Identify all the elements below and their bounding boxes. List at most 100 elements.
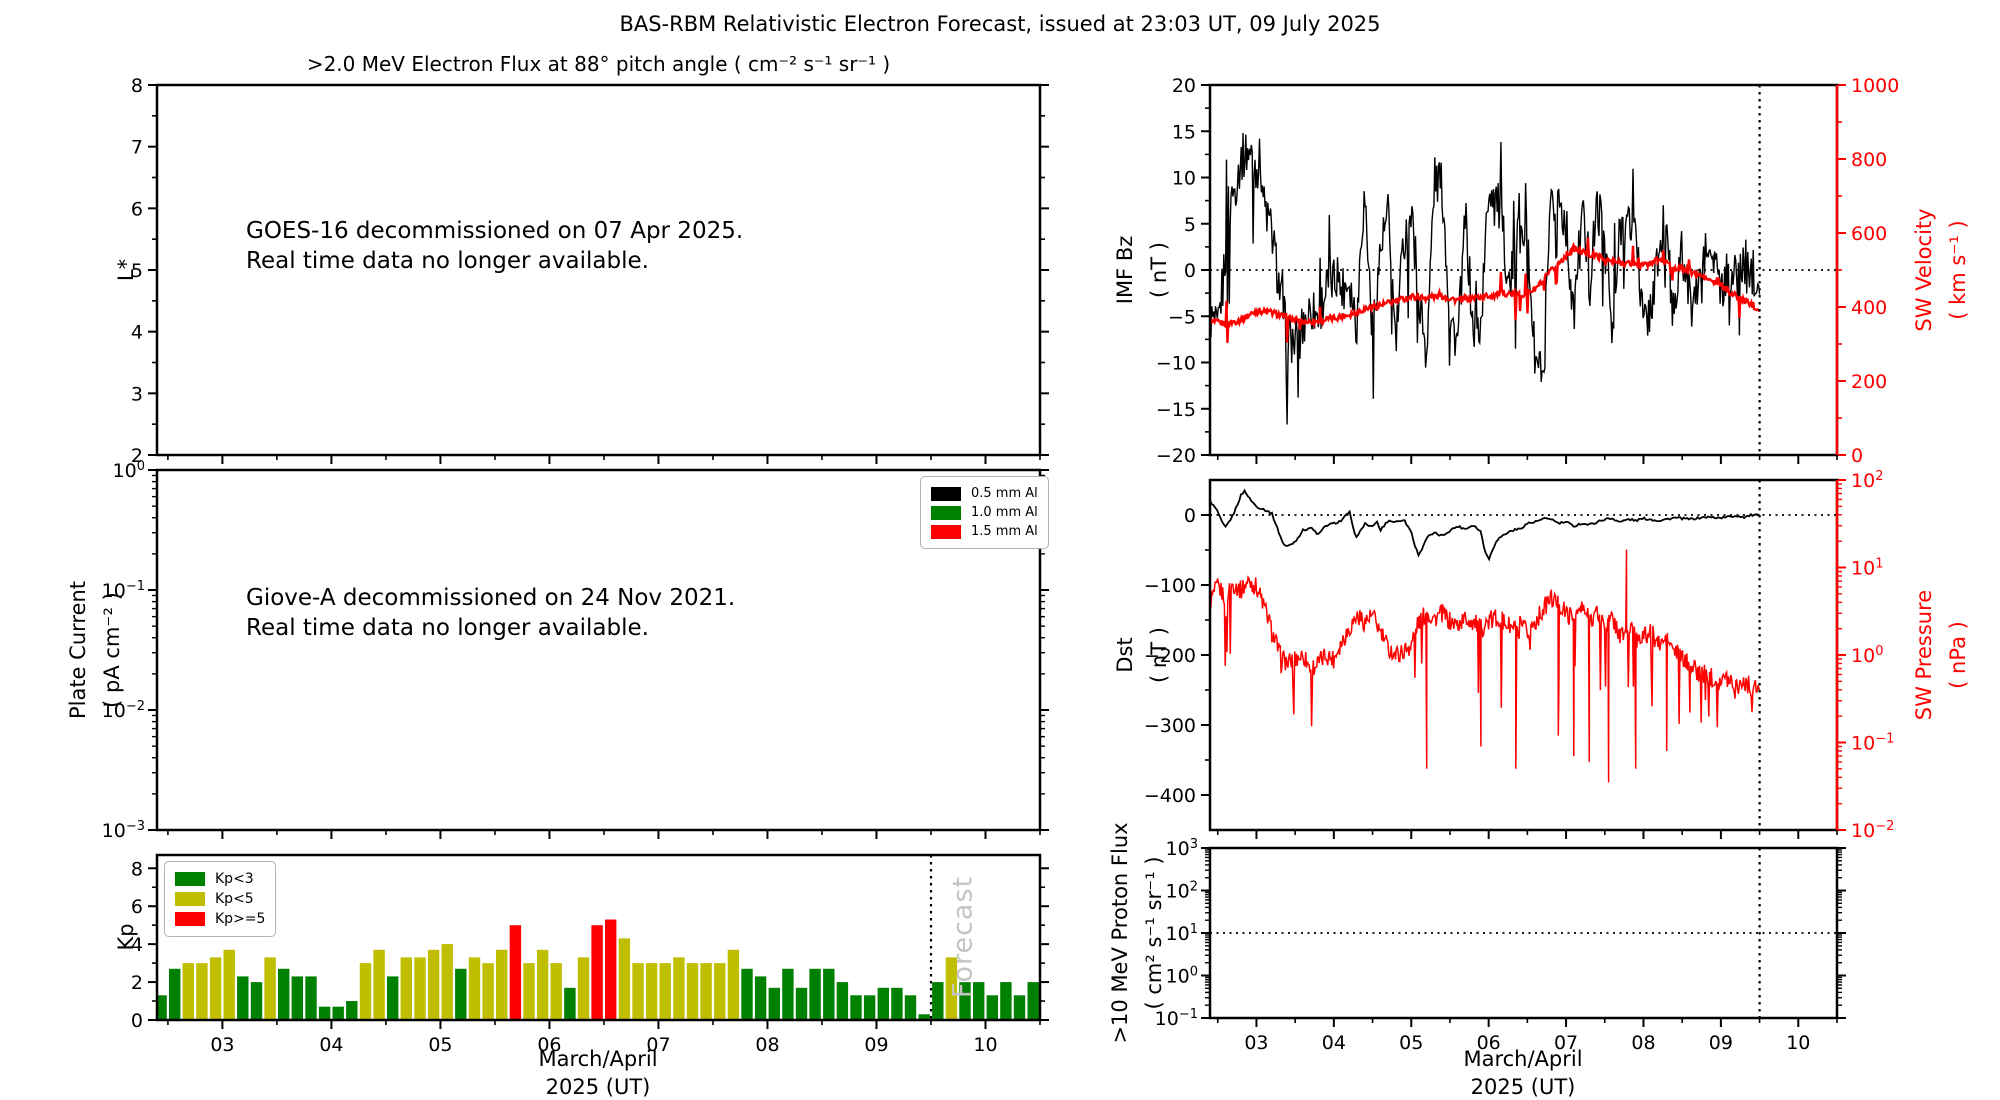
goes16-annotation-line2: Real time data no longer available. [246, 248, 649, 275]
plate-current-axis-units: ( pA cm⁻² ) [100, 592, 124, 708]
sw-velocity-axis-units: ( km s⁻¹ ) [1946, 220, 1970, 320]
svg-text:600: 600 [1851, 223, 1887, 245]
green-swatch [175, 872, 205, 886]
svg-text:4: 4 [131, 934, 143, 956]
svg-text:−400: −400 [1144, 785, 1196, 807]
forecast-watermark: Forecast [947, 875, 979, 999]
red-swatch [931, 524, 961, 539]
dst-panel: 0 −100 −200 −300 −400 10−2 10−1 100 101 102 [1144, 469, 1895, 842]
svg-text:10: 10 [973, 1034, 997, 1056]
svg-text:04: 04 [1322, 1032, 1346, 1054]
legend-item-kp-mid: Kp<5 [175, 891, 265, 907]
kp-xaxis-label-line2: 2025 (UT) [545, 1075, 651, 1099]
svg-text:1000: 1000 [1851, 75, 1899, 97]
svg-text:10−1: 10−1 [1155, 1007, 1198, 1030]
plate-current-axis-label: Plate Current [66, 580, 90, 720]
svg-text:6: 6 [131, 896, 143, 918]
kp-legend: Kp<3 Kp<5 Kp>=5 [164, 861, 277, 937]
goes16-annotation-line1: GOES-16 decommissioned on 07 Apr 2025. [246, 218, 744, 244]
legend-item-10mm: 1.0 mm Al [931, 505, 1038, 520]
svg-text:08: 08 [755, 1034, 779, 1056]
svg-text:3: 3 [131, 383, 143, 405]
kp-axis-label: Kp [114, 923, 138, 951]
svg-text:103: 103 [1166, 837, 1198, 860]
legend-item-kp-high: Kp>=5 [175, 911, 265, 927]
legend-label-kp-high: Kp>=5 [215, 911, 266, 927]
svg-text:2: 2 [131, 972, 143, 994]
svg-text:100: 100 [1166, 965, 1198, 988]
figure-title: BAS-RBM Relativistic Electron Forecast, … [619, 12, 1381, 36]
black-swatch [931, 486, 961, 501]
svg-text:102: 102 [1166, 880, 1198, 903]
svg-text:−200: −200 [1144, 645, 1196, 667]
proton-flux-axis-label: >10 MeV Proton Flux [1108, 822, 1132, 1044]
svg-text:09: 09 [1709, 1032, 1733, 1054]
svg-text:−100: −100 [1144, 575, 1196, 597]
proton-xaxis-label-line1: March/April [1463, 1047, 1583, 1071]
giovea-annotation: Giove-A decommissioned on 24 Nov 2021. R… [246, 583, 735, 644]
svg-text:09: 09 [864, 1034, 888, 1056]
shielding-legend: 0.5 mm Al 1.0 mm Al 1.5 mm Al [920, 476, 1049, 549]
svg-text:10−2: 10−2 [1851, 819, 1894, 842]
svg-text:5: 5 [131, 260, 143, 282]
green-swatch [931, 505, 961, 520]
svg-text:06: 06 [537, 1034, 561, 1056]
svg-text:101: 101 [1166, 922, 1198, 945]
svg-text:4: 4 [131, 322, 143, 344]
proton-flux-panel: 03 04 05 06 07 08 09 10 10−1 100 101 102 103 [1155, 837, 1846, 1054]
kp-xaxis-label-line1: March/April [538, 1047, 658, 1071]
electron-flux-panel-title: >2.0 MeV Electron Flux at 88° pitch angl… [306, 52, 891, 76]
svg-text:2: 2 [131, 445, 143, 467]
proton-flux-axis-units: ( cm² s⁻¹ sr⁻¹ ) [1142, 856, 1166, 1010]
proton-xaxis-label-line2: 2025 (UT) [1470, 1075, 1576, 1099]
goes16-annotation: GOES-16 decommissioned on 07 Apr 2025. R… [246, 216, 743, 277]
svg-text:6: 6 [131, 198, 143, 220]
giovea-annotation-line2: Real time data no longer available. [246, 615, 649, 642]
imf-bz-axis-units: ( nT ) [1147, 242, 1171, 298]
legend-label-15mm: 1.5 mm Al [971, 524, 1038, 539]
lstar-axis-label: L* [114, 258, 138, 282]
svg-text:101: 101 [1851, 557, 1883, 580]
yellow-swatch [175, 892, 205, 906]
svg-text:0: 0 [1184, 505, 1196, 527]
legend-item-05mm: 0.5 mm Al [931, 486, 1038, 501]
svg-text:03: 03 [210, 1034, 234, 1056]
svg-text:0: 0 [1851, 445, 1863, 467]
svg-text:−5: −5 [1168, 306, 1196, 328]
legend-label-10mm: 1.0 mm Al [971, 505, 1038, 520]
svg-text:−300: −300 [1144, 715, 1196, 737]
svg-text:03: 03 [1244, 1032, 1268, 1054]
svg-text:08: 08 [1631, 1032, 1655, 1054]
svg-text:15: 15 [1172, 121, 1196, 143]
svg-text:20: 20 [1172, 75, 1196, 97]
red-swatch [175, 912, 205, 926]
svg-text:8: 8 [131, 75, 143, 97]
svg-text:100: 100 [1851, 644, 1883, 667]
dst-axis-units: ( nT ) [1147, 627, 1171, 683]
svg-text:400: 400 [1851, 297, 1887, 319]
imf-bz-panel: 20 15 10 5 0 −5 −10 −15 −20 1000 800 600 400 200 0 [1156, 75, 1899, 467]
sw-pressure-axis-label: SW Pressure [1912, 589, 1936, 721]
giovea-annotation-line1: Giove-A decommissioned on 24 Nov 2021. [246, 585, 736, 611]
svg-text:800: 800 [1851, 149, 1887, 171]
svg-text:5: 5 [1184, 214, 1196, 236]
svg-text:200: 200 [1851, 371, 1887, 393]
svg-text:05: 05 [428, 1034, 452, 1056]
svg-text:07: 07 [1554, 1032, 1578, 1054]
svg-text:7: 7 [131, 137, 143, 159]
svg-text:0: 0 [131, 1010, 143, 1032]
svg-text:10: 10 [1786, 1032, 1810, 1054]
svg-text:05: 05 [1399, 1032, 1423, 1054]
legend-item-kp-low: Kp<3 [175, 871, 265, 887]
dst-axis-label: Dst [1113, 637, 1137, 673]
svg-text:0: 0 [1184, 260, 1196, 282]
svg-text:07: 07 [646, 1034, 670, 1056]
svg-text:102: 102 [1851, 469, 1883, 492]
svg-text:−15: −15 [1156, 399, 1196, 421]
legend-label-kp-low: Kp<3 [215, 871, 254, 887]
svg-text:06: 06 [1477, 1032, 1501, 1054]
legend-label-05mm: 0.5 mm Al [971, 486, 1038, 501]
kp-panel: 03 04 05 06 07 08 09 10 0 2 4 6 8 [131, 853, 1049, 1056]
svg-text:−20: −20 [1156, 445, 1196, 467]
